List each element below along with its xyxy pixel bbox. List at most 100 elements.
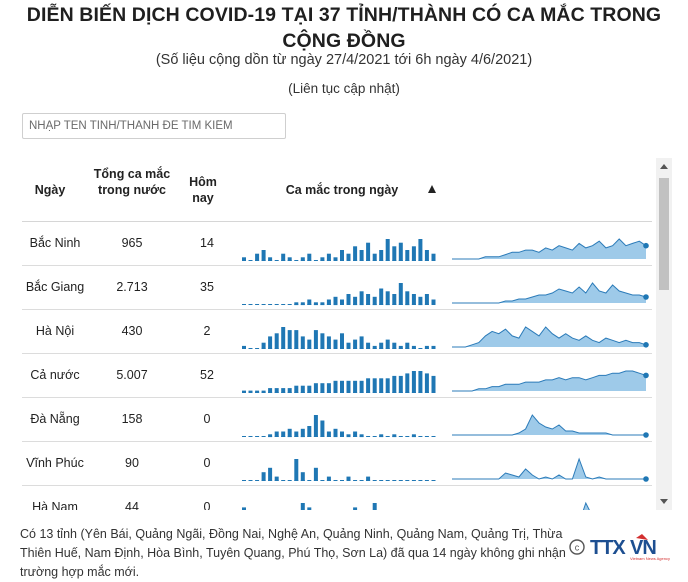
bar-baseline-mark bbox=[353, 480, 358, 481]
bar-baseline-mark bbox=[242, 304, 246, 305]
today-cases: 0 bbox=[203, 412, 211, 426]
daily-bar bbox=[424, 250, 429, 261]
column-header-day[interactable]: Ngày bbox=[34, 183, 66, 197]
daily-bar-sparkline bbox=[242, 415, 436, 438]
table-row[interactable]: Bắc Giang 2.713 35 bbox=[22, 266, 652, 310]
daily-bar bbox=[340, 380, 344, 393]
bar-baseline-mark bbox=[248, 260, 253, 261]
sort-ascending-icon[interactable] bbox=[428, 185, 436, 193]
total-cases: 44 bbox=[125, 500, 139, 510]
daily-bar bbox=[255, 253, 260, 261]
daily-bar bbox=[287, 428, 292, 438]
vertical-scrollbar[interactable] bbox=[656, 158, 672, 510]
bar-baseline-mark bbox=[248, 304, 253, 305]
daily-bar bbox=[372, 253, 377, 261]
table-row[interactable]: Vĩnh Phúc 90 0 bbox=[22, 442, 652, 486]
column-header-total[interactable]: Tổng ca mắc trong nước bbox=[93, 167, 171, 197]
area-line bbox=[582, 501, 590, 510]
area-line bbox=[452, 414, 646, 436]
today-cases: 0 bbox=[203, 456, 211, 470]
daily-bar bbox=[379, 434, 384, 438]
daily-bar bbox=[405, 373, 410, 393]
latest-value-dot bbox=[643, 372, 649, 379]
daily-bar bbox=[366, 378, 371, 393]
daily-bar bbox=[418, 239, 423, 261]
bar-baseline-mark bbox=[281, 304, 286, 305]
bar-baseline-mark bbox=[405, 436, 410, 437]
bar-baseline-mark bbox=[340, 480, 344, 481]
bar-baseline-mark bbox=[405, 480, 410, 481]
daily-bar bbox=[261, 472, 266, 481]
daily-bar bbox=[398, 345, 403, 349]
footnote: Có 13 tỉnh (Yên Bái, Quảng Ngãi, Đồng Na… bbox=[20, 527, 566, 579]
latest-value-dot bbox=[643, 342, 649, 348]
daily-bar bbox=[379, 378, 384, 393]
daily-bar bbox=[326, 476, 331, 481]
daily-bar bbox=[333, 428, 338, 438]
daily-bar bbox=[242, 257, 246, 261]
table-row[interactable]: Đà Nẵng 158 0 bbox=[22, 398, 652, 442]
daily-bar bbox=[261, 342, 266, 349]
scrollbar-thumb[interactable] bbox=[659, 178, 669, 290]
daily-bar bbox=[431, 253, 436, 261]
scroll-down-arrow-icon[interactable] bbox=[660, 499, 668, 504]
daily-bar bbox=[340, 250, 344, 261]
province-name: Bắc Ninh bbox=[29, 236, 81, 250]
page-title: DIỄN BIẾN DỊCH COVID-19 TẠI 37 TỈNH/THÀN… bbox=[0, 2, 688, 54]
daily-bar bbox=[300, 385, 305, 393]
today-cases: 2 bbox=[203, 324, 211, 338]
daily-bar bbox=[300, 336, 305, 349]
daily-bar bbox=[353, 339, 358, 349]
daily-bar-sparkline bbox=[242, 239, 436, 261]
daily-bar bbox=[353, 507, 358, 510]
table-row[interactable]: Hà Nam 44 0 bbox=[22, 486, 652, 510]
bar-baseline-mark bbox=[287, 480, 292, 481]
daily-bar bbox=[392, 294, 397, 305]
cumulative-area-sparkline bbox=[452, 326, 649, 348]
search-input[interactable] bbox=[22, 113, 286, 139]
daily-bar bbox=[398, 283, 403, 305]
daily-bar bbox=[346, 380, 351, 393]
area-fill bbox=[452, 283, 646, 303]
table-row[interactable]: Bắc Ninh 965 14 bbox=[22, 222, 652, 266]
daily-bar bbox=[340, 333, 344, 349]
daily-bar bbox=[333, 339, 338, 349]
daily-bar bbox=[313, 330, 318, 349]
daily-bar bbox=[313, 302, 318, 306]
daily-bar bbox=[307, 339, 312, 349]
daily-bar bbox=[359, 291, 364, 306]
daily-bar bbox=[366, 342, 371, 349]
daily-bar bbox=[294, 431, 299, 437]
daily-bar bbox=[392, 246, 397, 261]
daily-bar bbox=[372, 378, 377, 393]
cumulative-area-sparkline bbox=[452, 238, 649, 260]
today-cases: 52 bbox=[200, 368, 214, 382]
bar-baseline-mark bbox=[255, 348, 260, 349]
daily-bar bbox=[300, 257, 305, 261]
bar-baseline-mark bbox=[424, 480, 429, 481]
bar-baseline-mark bbox=[398, 436, 403, 437]
table-row[interactable]: Cả nước 5.007 52 bbox=[22, 354, 652, 398]
ttxvn-logo: c TTX VN Vietnam News Agency bbox=[569, 534, 670, 561]
bar-baseline-mark bbox=[307, 480, 312, 481]
bar-baseline-mark bbox=[379, 480, 384, 481]
latest-value-dot bbox=[643, 432, 649, 438]
column-header-today[interactable]: Hôm nay bbox=[189, 175, 217, 205]
scroll-up-arrow-icon[interactable] bbox=[660, 164, 668, 169]
daily-bar bbox=[353, 246, 358, 261]
table-row[interactable]: Hà Nội 430 2 bbox=[22, 310, 652, 354]
column-header-daily[interactable]: Ca mắc trong ngày bbox=[285, 183, 399, 197]
province-name: Cả nước bbox=[30, 368, 80, 382]
daily-bar-sparkline bbox=[242, 503, 377, 510]
daily-bar bbox=[366, 476, 371, 481]
daily-bar bbox=[274, 476, 279, 481]
daily-bar bbox=[294, 330, 299, 349]
daily-bar bbox=[424, 373, 429, 393]
province-name: Bắc Giang bbox=[25, 280, 85, 294]
daily-bar bbox=[346, 253, 351, 261]
area-fill bbox=[452, 327, 646, 347]
province-name: Đà Nẵng bbox=[30, 412, 80, 426]
daily-bar bbox=[372, 503, 377, 510]
today-cases: 14 bbox=[200, 236, 214, 250]
daily-bar bbox=[287, 330, 292, 349]
